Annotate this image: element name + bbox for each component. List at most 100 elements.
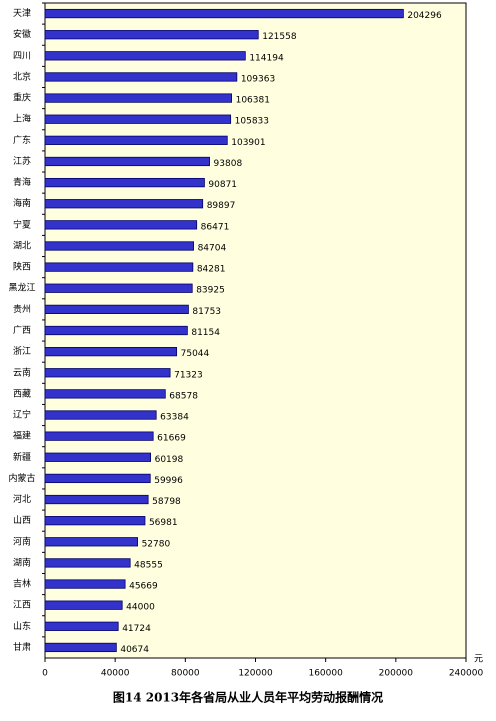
bar — [44, 516, 146, 526]
bar — [44, 389, 166, 399]
bar — [44, 8, 404, 19]
value-label: 84281 — [197, 265, 226, 275]
value-label: 41724 — [122, 624, 151, 634]
bar — [44, 177, 205, 188]
value-label: 84704 — [198, 243, 227, 253]
bar — [44, 452, 151, 462]
value-label: 45669 — [129, 582, 158, 592]
value-label: 121558 — [262, 32, 297, 42]
value-label: 68578 — [169, 391, 198, 401]
bar — [44, 220, 198, 230]
bar — [44, 642, 117, 653]
value-label: 58798 — [152, 497, 181, 507]
value-label: 204296 — [407, 11, 442, 21]
value-label: 109363 — [241, 74, 275, 84]
x-tick-label: 0 — [42, 669, 48, 679]
x-tick-label: 240000 — [449, 669, 484, 679]
chart-title: 图14 2013年各省局从业人员年平均劳动报酬情况 — [113, 690, 383, 705]
value-label: 81753 — [192, 307, 221, 317]
y-tick-label: 北京 — [13, 70, 31, 82]
value-label: 89897 — [207, 201, 236, 211]
bar — [44, 304, 189, 314]
y-tick-label: 内蒙古 — [8, 472, 35, 484]
y-tick-label: 山东 — [13, 620, 31, 632]
y-tick-label: 广东 — [13, 134, 31, 146]
value-label: 40674 — [120, 645, 149, 655]
value-label: 90871 — [208, 180, 237, 190]
y-tick-label: 云南 — [13, 366, 31, 378]
bar — [44, 473, 151, 484]
y-tick-label: 江西 — [13, 600, 31, 611]
y-tick-label: 黑龙江 — [8, 282, 35, 294]
value-label: 81154 — [191, 328, 220, 338]
y-tick-label: 吉林 — [13, 578, 31, 590]
bar — [44, 537, 138, 547]
bar — [44, 283, 193, 293]
y-tick-label: 新疆 — [13, 451, 31, 463]
y-tick-label: 湖北 — [13, 240, 31, 251]
y-tick-label: 广西 — [13, 324, 31, 336]
bar — [44, 410, 157, 420]
y-tick-label: 四川 — [13, 51, 31, 61]
y-tick-label: 上海 — [13, 113, 31, 125]
y-tick-label: 天津 — [13, 8, 31, 19]
value-label: 52780 — [142, 539, 171, 549]
value-label: 44000 — [126, 603, 155, 613]
x-tick-label: 200000 — [379, 669, 414, 679]
value-label: 93808 — [214, 159, 243, 169]
bar — [44, 431, 154, 441]
y-tick-label: 重庆 — [13, 92, 31, 104]
bar — [44, 262, 194, 272]
bar — [44, 600, 123, 610]
y-tick-label: 安徽 — [13, 28, 31, 40]
value-label: 114194 — [249, 53, 284, 63]
bar — [44, 621, 119, 631]
y-tick-label: 青海 — [13, 176, 31, 188]
y-tick-label: 甘肃 — [13, 641, 31, 653]
bar — [44, 558, 131, 568]
bar — [44, 93, 233, 103]
unit-label: 元 — [474, 655, 483, 665]
value-label: 63384 — [160, 413, 189, 423]
value-label: 56981 — [149, 518, 178, 528]
value-label: 48555 — [134, 560, 163, 570]
y-tick-label: 陕西 — [13, 261, 31, 273]
bar — [44, 241, 194, 251]
bar — [44, 114, 232, 124]
y-tick-label: 河南 — [13, 535, 31, 547]
y-tick-label: 海南 — [13, 197, 31, 209]
bar — [44, 135, 228, 145]
value-label: 59996 — [154, 476, 183, 486]
y-tick-label: 浙江 — [13, 345, 31, 357]
y-tick-label: 福建 — [13, 430, 31, 442]
value-label: 106381 — [236, 96, 270, 106]
bar — [44, 579, 126, 589]
x-tick-label: 120000 — [238, 669, 273, 679]
y-tick-label: 贵州 — [13, 303, 31, 315]
bar — [44, 72, 238, 82]
value-label: 61669 — [157, 434, 186, 444]
y-tick-label: 江苏 — [13, 155, 31, 167]
x-tick-label: 160000 — [308, 669, 343, 679]
y-tick-label: 辽宁 — [13, 409, 31, 421]
bar — [44, 347, 178, 357]
y-tick-label: 西藏 — [13, 387, 31, 399]
y-tick-label: 山西 — [13, 515, 31, 526]
bar — [44, 368, 171, 378]
y-tick-label: 湖南 — [13, 556, 31, 568]
value-label: 71323 — [174, 370, 203, 380]
bar — [44, 325, 188, 336]
value-label: 60198 — [155, 455, 184, 465]
value-label: 83925 — [196, 286, 225, 296]
bar — [44, 51, 246, 61]
y-tick-label: 宁夏 — [13, 218, 31, 230]
y-tick-label: 河北 — [13, 493, 31, 505]
bar — [44, 199, 204, 209]
value-label: 103901 — [231, 138, 265, 148]
value-label: 86471 — [201, 222, 230, 232]
value-label: 105833 — [235, 117, 269, 127]
x-tick-label: 80000 — [171, 669, 200, 679]
bar — [44, 156, 210, 167]
bar — [44, 30, 259, 40]
